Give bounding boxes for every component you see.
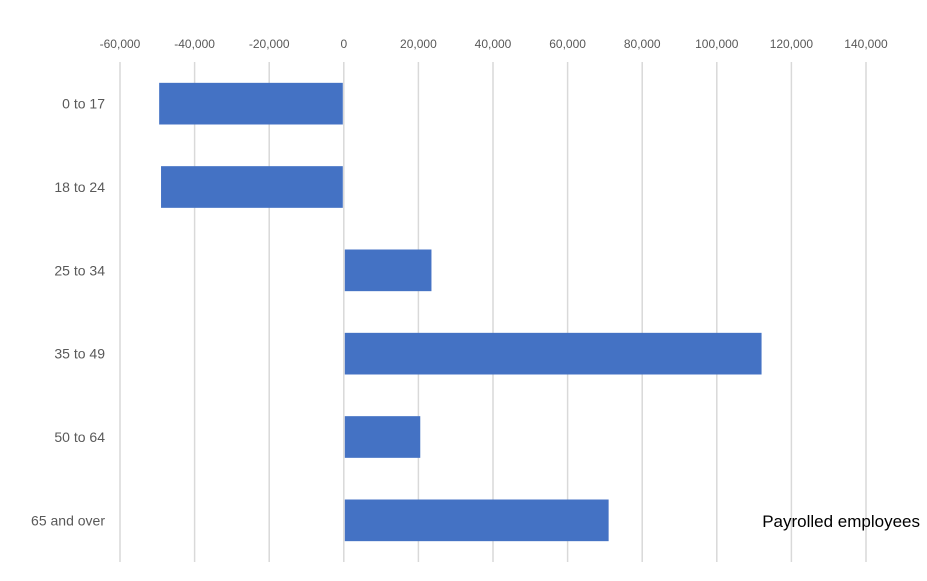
category-labels: 0 to 17 18 to 24 25 to 34 35 to 49 50 to 64 6… bbox=[31, 96, 105, 529]
x-tick-label: 0 bbox=[340, 37, 347, 51]
x-tick-label: 120,000 bbox=[770, 37, 814, 51]
category-label: 18 to 24 bbox=[54, 179, 105, 195]
x-tick-label: 40,000 bbox=[475, 37, 512, 51]
category-label: 50 to 64 bbox=[54, 429, 105, 445]
bar bbox=[344, 416, 421, 458]
bar bbox=[344, 332, 762, 375]
x-axis-ticks: -60,000 -40,000 -20,000 0 20,000 40,000 60,000… bbox=[100, 37, 888, 51]
x-tick-label: 100,000 bbox=[695, 37, 739, 51]
legend-label: Payrolled employees bbox=[762, 512, 920, 531]
x-tick-label: -60,000 bbox=[100, 37, 141, 51]
x-tick-label: -20,000 bbox=[249, 37, 290, 51]
x-tick-label: -40,000 bbox=[174, 37, 215, 51]
category-label: 0 to 17 bbox=[62, 96, 105, 112]
x-tick-label: 80,000 bbox=[624, 37, 661, 51]
x-tick-label: 20,000 bbox=[400, 37, 437, 51]
gridlines bbox=[119, 62, 867, 562]
category-label: 25 to 34 bbox=[54, 262, 105, 278]
bar bbox=[161, 166, 343, 208]
category-label: 35 to 49 bbox=[54, 346, 105, 362]
x-tick-label: 140,000 bbox=[844, 37, 888, 51]
category-label: 65 and over bbox=[31, 512, 105, 528]
bar bbox=[344, 499, 609, 542]
bar bbox=[344, 249, 432, 292]
bar bbox=[159, 82, 343, 125]
bars bbox=[159, 82, 762, 542]
x-tick-label: 60,000 bbox=[549, 37, 586, 51]
